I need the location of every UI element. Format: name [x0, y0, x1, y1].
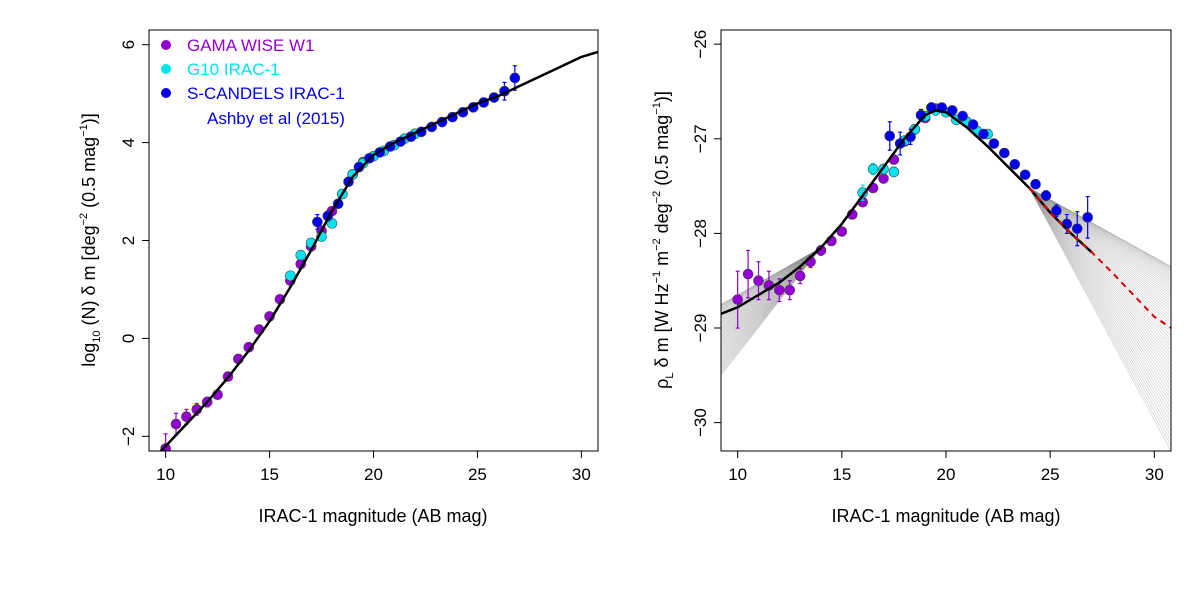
right-y-axis-label: ρL δ m [W Hz−1 m−2 deg−2 (0.5 mag−1)]	[651, 91, 676, 389]
left-x-axis-label: IRAC-1 magnitude (AB mag)	[258, 506, 487, 526]
right-fit-sample-line	[721, 110, 1171, 337]
right-ylabel-mid4: (0.5 mag	[652, 115, 672, 191]
right-panel: 10 15 20 25 30 −30 −29 −28 −27 −26 IRAC-1 magnitu…	[651, 29, 1172, 526]
left-point-s-candels-irac-1	[312, 216, 323, 228]
right-fit-sample-line	[721, 110, 1171, 409]
legend-g10-label: G10 IRAC-1	[187, 60, 280, 79]
legend-gama-label: GAMA WISE W1	[187, 36, 315, 55]
right-point-s-candels-irac-1	[1082, 212, 1093, 223]
left-x-tick-label: 25	[468, 465, 487, 484]
left-ylabel-mid: (N) δ m [deg	[79, 225, 99, 330]
right-fit-sample-line	[721, 110, 1171, 340]
right-plot-area	[721, 102, 1171, 451]
right-fit-sample-line	[721, 110, 1171, 387]
right-point-s-candels-irac-1	[957, 110, 968, 122]
right-point-s-candels-irac-1	[978, 128, 989, 140]
left-ylabel-sup2: −1	[78, 124, 90, 137]
right-ylabel-mid3: deg	[652, 203, 672, 238]
left-ylabel-sup1: −2	[78, 213, 90, 226]
left-axis-ticks: 10 15 20 25 30 −2 0 2 4 6	[119, 40, 591, 484]
right-y-tick-label: −30	[691, 408, 710, 437]
right-axis-ticks: 10 15 20 25 30 −30 −29 −28 −27 −26	[691, 30, 1164, 484]
right-fit-dashed-line	[1028, 187, 1171, 329]
right-fit-sample-line	[721, 110, 1171, 331]
right-x-tick-label: 20	[937, 465, 956, 484]
right-fit-sample-line	[721, 110, 1171, 347]
right-point-s-candels-irac-1	[884, 130, 896, 142]
left-y-tick-label: 6	[119, 40, 138, 49]
right-point-s-candels-irac-1	[967, 119, 979, 130]
right-point-s-candels-irac-1	[988, 138, 1000, 149]
right-plot-frame	[720, 29, 1172, 452]
left-x-tick-label: 20	[364, 465, 383, 484]
right-point-g10-irac-1	[888, 166, 900, 178]
legend-scandels-marker	[161, 88, 171, 98]
right-point-gama-wise-w1	[815, 245, 827, 256]
right-point-gama-wise-w1	[794, 270, 806, 282]
right-x-tick-label: 10	[728, 465, 747, 484]
right-ylabel-mid2: m	[652, 251, 672, 271]
right-y-tick-label: −29	[691, 314, 710, 343]
right-fit-sample-line	[721, 110, 1171, 378]
left-ylabel-mid2: (0.5 mag	[79, 137, 99, 213]
legend-g10-marker	[161, 64, 171, 74]
right-ylabel-sup4: −1	[651, 102, 663, 115]
right-ylabel-end: )]	[652, 91, 672, 102]
right-point-s-candels-irac-1	[1040, 190, 1052, 201]
left-point-g10-irac-1	[295, 249, 307, 261]
left-ylabel-prefix: log	[79, 343, 99, 367]
left-x-tick-label: 30	[572, 465, 591, 484]
left-x-tick-label: 15	[260, 465, 279, 484]
right-x-tick-label: 15	[832, 465, 851, 484]
left-ylabel-sub: 10	[91, 330, 103, 342]
right-y-tick-label: −26	[691, 30, 710, 59]
right-fit-sample-line	[721, 110, 1171, 335]
left-y-tick-label: 2	[119, 236, 138, 245]
right-ylabel-sup2: −2	[651, 238, 663, 251]
left-legend: GAMA WISE W1 G10 IRAC-1 S-CANDELS IRAC-1…	[161, 36, 345, 128]
left-x-tick-label: 10	[156, 465, 175, 484]
right-ylabel-sup3: −2	[651, 191, 663, 204]
left-panel: 10 15 20 25 30 −2 0 2 4 6 GAMA WISE W1 G10 IRAC-1…	[78, 29, 599, 526]
right-point-s-candels-irac-1	[1009, 159, 1021, 170]
legend-annotation: Ashby et al (2015)	[207, 109, 345, 128]
right-ylabel-sup1: −1	[651, 271, 663, 284]
right-point-gama-wise-w1	[836, 226, 848, 237]
right-x-tick-label: 30	[1145, 465, 1164, 484]
left-fit-line	[159, 50, 598, 451]
right-fit-sample-line	[721, 110, 1171, 395]
left-y-tick-label: −2	[119, 427, 138, 446]
left-point-s-candels-irac-1	[509, 72, 521, 84]
legend-scandels-label: S-CANDELS IRAC-1	[187, 84, 345, 103]
left-y-axis-label: log10 (N) δ m [deg−2 (0.5 mag−1)]	[78, 113, 103, 366]
right-point-s-candels-irac-1	[1030, 178, 1041, 190]
right-point-gama-wise-w1	[742, 268, 754, 280]
right-ylabel-sub: L	[664, 372, 676, 378]
right-ylabel-mid: δ m [W Hz	[652, 283, 672, 372]
right-y-tick-label: −28	[691, 219, 710, 248]
right-x-tick-label: 25	[1041, 465, 1060, 484]
left-ylabel-end: )]	[79, 113, 99, 124]
right-y-tick-label: −27	[691, 124, 710, 153]
right-point-gama-wise-w1	[774, 284, 785, 296]
right-point-s-candels-irac-1	[1051, 205, 1062, 216]
right-point-gama-wise-w1	[753, 275, 764, 287]
right-x-axis-label: IRAC-1 magnitude (AB mag)	[831, 506, 1060, 526]
left-y-tick-label: 0	[119, 334, 138, 343]
left-point-gama-wise-w1	[181, 411, 192, 423]
left-y-tick-label: 4	[119, 138, 138, 147]
right-point-gama-wise-w1	[732, 294, 743, 305]
legend-gama-marker	[161, 40, 171, 50]
right-point-g10-irac-1	[867, 163, 879, 175]
left-plot-area	[159, 50, 598, 451]
right-point-gama-wise-w1	[878, 173, 889, 184]
right-fit-line	[721, 109, 1093, 315]
left-point-gama-wise-w1	[170, 418, 182, 430]
right-point-gama-wise-w1	[784, 284, 796, 296]
right-ylabel-prefix: ρ	[652, 379, 672, 389]
right-point-s-candels-irac-1	[1071, 223, 1083, 234]
right-point-s-candels-irac-1	[1019, 169, 1031, 181]
right-point-s-candels-irac-1	[999, 147, 1010, 159]
